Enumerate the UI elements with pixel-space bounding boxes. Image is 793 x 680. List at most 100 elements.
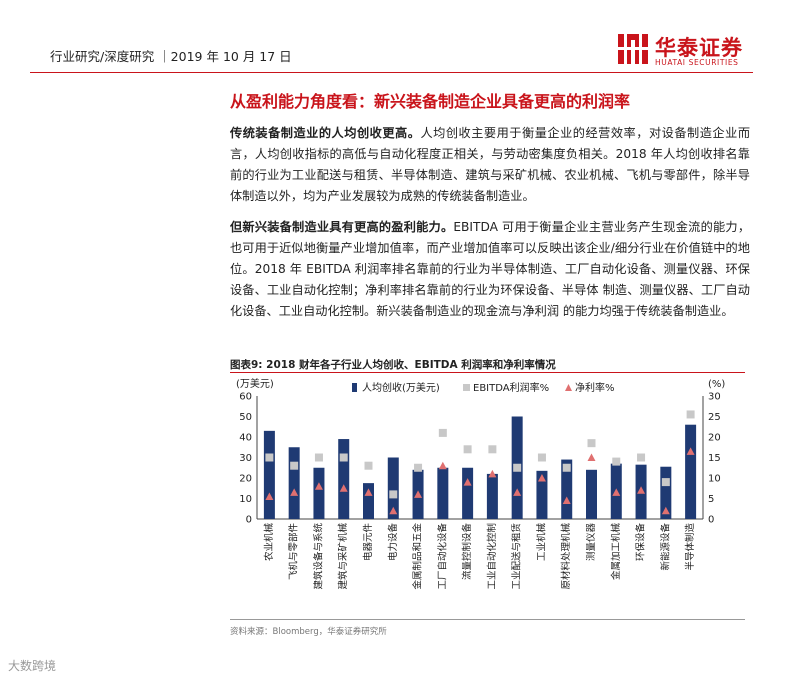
chart: (万美元) (%) 0 10 20 30 40 50 60 0 5 10 15 20 25 30 人均创收(万美… [236, 377, 725, 590]
category-label: 建筑设备与系统 [312, 523, 324, 590]
legend-label: 人均创收(万美元) [362, 381, 440, 394]
category-label: 工业机械 [535, 523, 547, 562]
bar-revenue-per-employee [263, 430, 275, 519]
category-label: 金属加工机械 [610, 523, 622, 581]
point-net-margin [661, 506, 670, 515]
category-label: 新能源设备 [659, 523, 671, 571]
point-ebitda-margin [661, 478, 670, 487]
figure-source: 资料来源：Bloomberg，华泰证券研究所 [230, 627, 387, 637]
point-ebitda-margin [562, 463, 571, 472]
right-tick-label: 15 [708, 453, 721, 464]
category-label: 电器元件 [362, 523, 374, 562]
point-ebitda-margin [637, 453, 646, 462]
point-net-margin [488, 469, 497, 478]
category-label: 工厂自动化设备 [436, 523, 448, 590]
point-net-margin [513, 488, 522, 496]
point-net-margin [587, 453, 596, 461]
legend-bar-swatch [352, 383, 357, 392]
section-title: 从盈利能力角度看：新兴装备制造企业具备更高的利润率 [230, 92, 631, 111]
huatai-logo-icon [618, 34, 648, 64]
brand-name-cn: 华泰证券 [655, 36, 743, 60]
left-tick-label: 20 [239, 474, 252, 485]
point-ebitda-margin [438, 428, 447, 437]
category-label: 流量控制设备 [461, 523, 473, 581]
point-net-margin [314, 482, 323, 490]
right-tick-label: 5 [708, 494, 714, 505]
category-label: 环保设备 [635, 523, 647, 562]
bar-revenue-per-employee [561, 459, 573, 519]
point-net-margin [686, 447, 695, 455]
left-tick-label: 50 [239, 412, 252, 423]
bar-revenue-per-employee [660, 466, 672, 519]
legend-label: 净利率% [575, 381, 615, 394]
category-label: 农业机械 [263, 523, 275, 562]
point-net-margin [637, 486, 646, 494]
bar-revenue-per-employee [387, 457, 399, 519]
point-net-margin [463, 478, 472, 486]
report-meta: 行业研究/深度研究 ｜2019 年 10 月 17 日 [50, 49, 292, 64]
left-tick-label: 40 [239, 433, 252, 444]
brand-logo: 华泰证券 HUATAI SECURITIES [618, 34, 748, 68]
bar-revenue-per-employee [338, 439, 350, 519]
left-tick-label: 30 [239, 453, 252, 464]
bar-revenue-per-employee [288, 447, 300, 519]
point-ebitda-margin [587, 439, 596, 448]
category-label: 工业自动化控制 [486, 523, 498, 590]
right-tick-label: 25 [708, 412, 721, 423]
legend-label: EBITDA利润率% [473, 381, 549, 394]
category-label: 半导体制造 [684, 523, 696, 571]
watermark: 大数跨境 [8, 659, 57, 673]
figure-bottom-divider [230, 619, 745, 620]
point-net-margin [339, 484, 348, 492]
point-net-margin [414, 490, 423, 498]
point-ebitda-margin [339, 453, 348, 462]
point-net-margin [562, 496, 571, 505]
category-label: 金属制品和五金 [412, 523, 424, 590]
point-net-margin [389, 506, 398, 515]
figure-title-divider [230, 372, 745, 373]
point-ebitda-margin [612, 457, 621, 466]
point-net-margin [438, 461, 447, 470]
figure-title: 图表9: 2018 财年各子行业人均创收、EBITDA 利润率和净利率情况 [230, 359, 556, 371]
left-tick-label: 10 [239, 494, 252, 505]
paragraph-1-body: 人均创收主要用于衡量企业的经营效率，对设备制造企业而言，人均创收指标的高低与自动… [230, 126, 751, 203]
bar-revenue-per-employee [586, 469, 597, 519]
left-tick-label: 60 [239, 392, 252, 403]
point-ebitda-margin [314, 453, 323, 462]
bar-revenue-per-employee [536, 470, 548, 519]
right-tick-label: 0 [708, 515, 714, 526]
category-label: 测量仪器 [586, 523, 597, 562]
right-tick-label: 30 [708, 392, 721, 403]
point-ebitda-margin [513, 463, 522, 472]
point-ebitda-margin [389, 490, 398, 499]
category-label: 原材料处理机械 [560, 523, 572, 590]
point-ebitda-margin [414, 463, 423, 472]
paragraph-1: 传统装备制造业的人均创收更高。人均创收主要用于衡量企业的经营效率，对设备制造企业… [230, 123, 750, 207]
point-ebitda-margin [686, 410, 695, 419]
bar-revenue-per-employee [313, 467, 325, 519]
point-ebitda-margin [265, 453, 274, 462]
bar-revenue-per-employee [437, 467, 449, 519]
category-label: 飞机与零部件 [288, 523, 300, 581]
header-divider [30, 72, 753, 73]
category-label: 建筑与采矿机械 [337, 523, 349, 590]
paragraph-2-lead: 但新兴装备制造业具有更高的盈利能力。 [230, 220, 454, 234]
point-ebitda-margin [537, 453, 546, 462]
point-net-margin [612, 488, 621, 496]
left-axis-unit: (万美元) [236, 377, 274, 390]
category-label: 工业配送与租赁 [511, 523, 523, 590]
point-ebitda-margin [488, 445, 497, 454]
bar-revenue-per-employee [462, 467, 474, 519]
brand-name-en: HUATAI SECURITIES [655, 58, 739, 67]
point-ebitda-margin [463, 445, 472, 454]
paragraph-2: 但新兴装备制造业具有更高的盈利能力。EBITDA 可用于衡量企业主营业务产生现金… [230, 217, 750, 322]
bar-revenue-per-employee [486, 473, 498, 519]
point-net-margin [290, 488, 299, 496]
right-tick-label: 20 [708, 433, 721, 444]
left-tick-label: 0 [246, 515, 252, 526]
bar-revenue-per-employee [363, 483, 374, 519]
paragraph-2-body: EBITDA 可用于衡量企业主营业务产生现金流的能力，也可用于近似地衡量产业增加… [230, 220, 751, 318]
legend-triangle-swatch [565, 384, 572, 391]
point-ebitda-margin [364, 461, 373, 470]
point-net-margin [364, 488, 373, 496]
